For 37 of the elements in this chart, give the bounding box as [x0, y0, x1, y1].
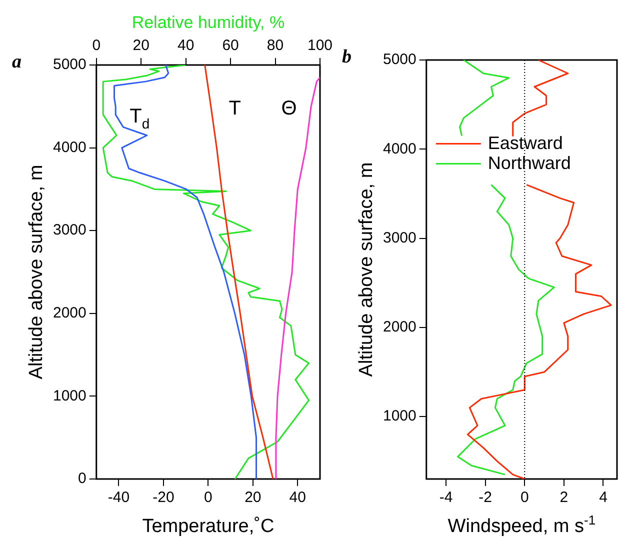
- x2-tick-label: 80: [266, 37, 284, 54]
- y-tick-label: 3000: [52, 222, 86, 239]
- x-tick-label: -40: [108, 489, 130, 506]
- x2-tick-label: 40: [177, 37, 194, 54]
- x-tick-label: 4: [599, 489, 608, 506]
- y-tick-label: 4000: [382, 140, 416, 158]
- legend-label: Eastward: [488, 132, 563, 153]
- x2-tick-label: 100: [307, 37, 333, 54]
- x-tick-label: -20: [152, 489, 174, 506]
- x2-tick-label: 60: [222, 37, 239, 54]
- x2-axis-title: Relative humidity, %: [132, 13, 285, 32]
- x2-tick-label: 0: [92, 37, 101, 54]
- y-tick-label: 2000: [52, 304, 86, 322]
- x-axis-title: Temperature,˚C: [142, 516, 274, 537]
- y-tick-label: 3000: [382, 229, 416, 246]
- x-tick-label: 0: [520, 489, 529, 506]
- y-tick-label: 1000: [382, 408, 416, 425]
- series-label: Θ: [281, 97, 297, 120]
- x-tick-label: -2: [478, 489, 492, 506]
- y-tick-label: 5000: [382, 51, 416, 68]
- x-tick-label: 2: [560, 489, 568, 506]
- x-tick-label: 20: [244, 489, 262, 506]
- y-tick-label: 5000: [52, 56, 86, 74]
- x-tick-label: 0: [204, 489, 212, 506]
- y-tick-label: 0: [78, 470, 86, 488]
- legend-label: Northward: [488, 152, 571, 173]
- y-tick-label: 4000: [52, 138, 86, 156]
- x-tick-label: 40: [289, 489, 306, 506]
- x-tick-label: -4: [439, 489, 453, 506]
- chart-title: b: [342, 46, 352, 68]
- y-tick-label: 1000: [52, 387, 86, 404]
- series-label: T: [228, 97, 241, 120]
- y-axis-title: Altitude above surface, m: [26, 164, 47, 380]
- chart-title: a: [12, 51, 22, 72]
- y-tick-label: 2000: [382, 318, 416, 336]
- y-axis-title: Altitude above surface, m: [356, 162, 377, 377]
- x2-tick-label: 20: [132, 37, 150, 54]
